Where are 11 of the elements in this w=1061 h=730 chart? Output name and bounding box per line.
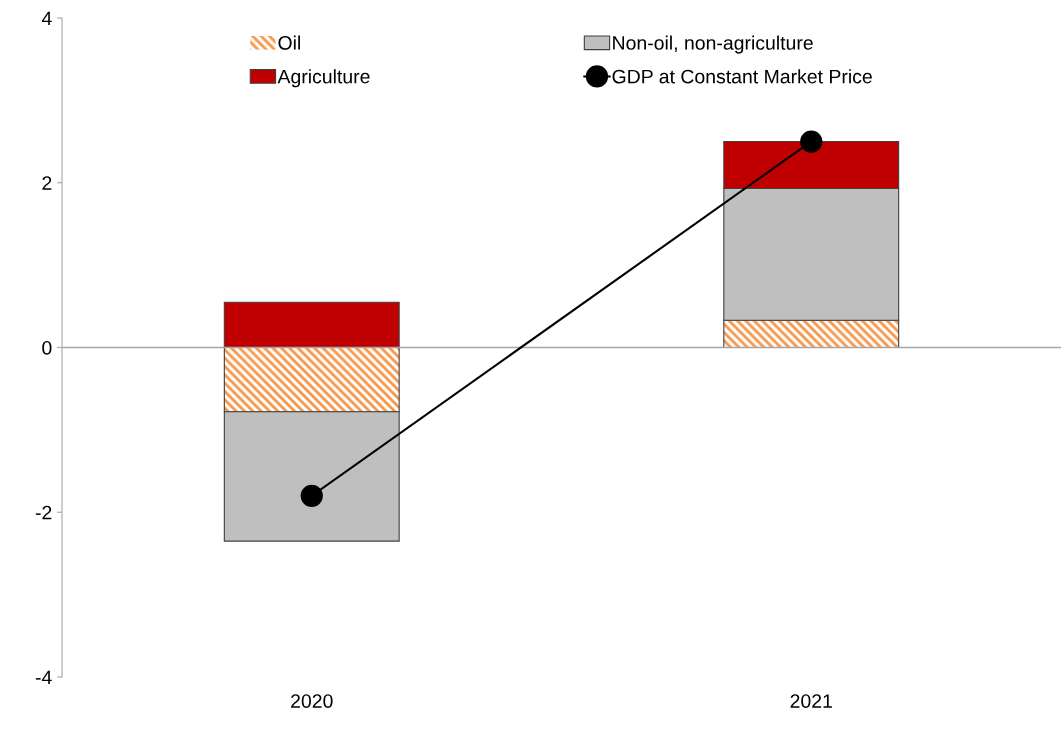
legend-label: Oil bbox=[278, 35, 300, 50]
legend-label: Non-oil, non-agriculture bbox=[613, 35, 813, 54]
legend-label: GDP at Constant Market Price bbox=[612, 69, 872, 84]
y-tick-label: 0 bbox=[42, 340, 52, 355]
y-tick-label: 2 bbox=[42, 176, 52, 190]
y-tick-label: -2 bbox=[35, 505, 52, 520]
legend-label: Agriculture bbox=[277, 69, 370, 88]
x-tick-label: 2021 bbox=[790, 694, 832, 708]
x-tick-label: 2020 bbox=[291, 694, 333, 708]
y-tick-label: 4 bbox=[41, 11, 52, 26]
y-tick-label: -4 bbox=[35, 670, 52, 685]
